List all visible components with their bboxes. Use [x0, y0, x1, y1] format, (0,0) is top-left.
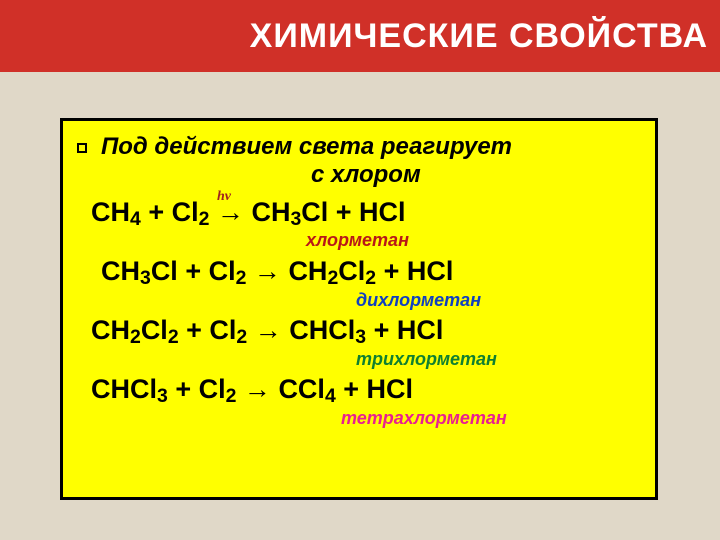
slide-title: ХИМИЧЕСКИЕ СВОЙСТВА	[250, 17, 708, 56]
product-label-4: тетрахлорметан	[101, 409, 637, 429]
intro-line-2: с хлором	[101, 161, 421, 188]
intro-text: Под действием света реагирует с хлором	[101, 133, 637, 188]
intro-line-1: Под действием света реагирует	[101, 133, 512, 160]
bullet-icon	[77, 143, 87, 153]
equation-1: CH4 + Cl2 hv → CH3Cl + HCl	[91, 196, 637, 231]
equation-3: CH2Cl2 + Cl2 → CHCl3 + HCl	[91, 314, 637, 349]
title-bar: ХИМИЧЕСКИЕ СВОЙСТВА	[0, 0, 720, 72]
hv-annotation: hv	[217, 188, 231, 206]
product-label-1: хлорметан	[101, 231, 637, 251]
equation-2: CH3Cl + Cl2 → CH2Cl2 + HCl	[101, 255, 637, 290]
equation-4: CHCl3 + Cl2 → CCl4 + HCl	[91, 373, 637, 408]
product-label-3: трихлорметан	[101, 350, 637, 370]
content-box: Под действием света реагирует с хлором C…	[60, 118, 658, 500]
product-label-2: дихлорметан	[101, 291, 637, 311]
